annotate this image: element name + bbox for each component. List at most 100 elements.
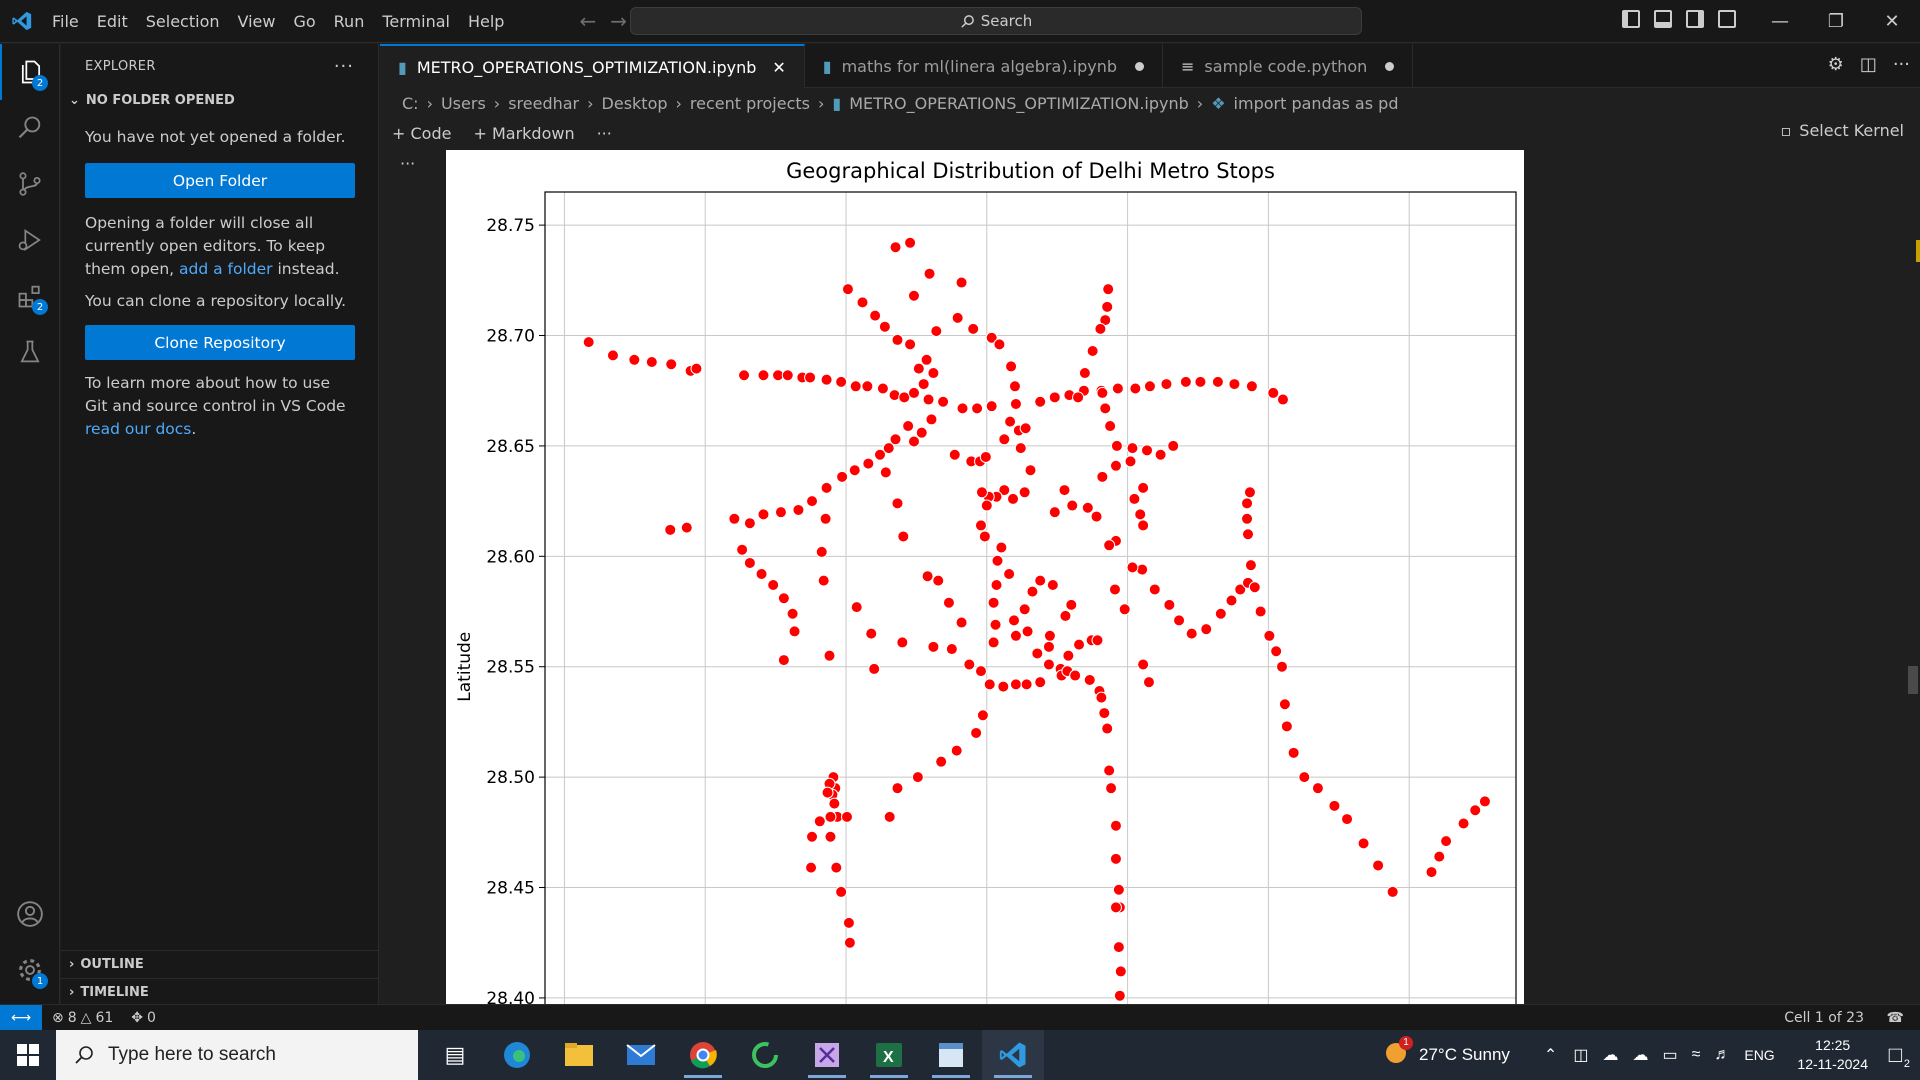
metro-stop-point bbox=[976, 709, 989, 722]
accounts-icon[interactable] bbox=[0, 886, 60, 942]
crumb-folder[interactable]: recent projects bbox=[689, 93, 810, 113]
back-arrow-icon[interactable]: ← bbox=[579, 9, 597, 33]
volume-icon[interactable]: ♬ bbox=[1714, 1046, 1731, 1063]
command-center-search[interactable]: Search bbox=[630, 7, 1362, 35]
menu-help[interactable]: Help bbox=[467, 11, 505, 31]
metro-stop-point bbox=[1009, 629, 1022, 642]
split-editor-icon[interactable]: ◫ bbox=[1859, 54, 1877, 75]
device-icon[interactable]: ◫ bbox=[1573, 1047, 1589, 1064]
cell-indicator[interactable]: Cell 1 of 23 bbox=[1784, 1009, 1864, 1026]
extensions-icon[interactable]: 2 bbox=[0, 268, 60, 324]
snipping-tool-icon[interactable] bbox=[796, 1030, 858, 1080]
manage-gear-icon[interactable]: 1 bbox=[0, 942, 60, 998]
close-tab-icon[interactable]: ✕ bbox=[772, 57, 786, 77]
tab-sample-code[interactable]: ≡ sample code.python bbox=[1163, 44, 1414, 88]
clock[interactable]: 12:25 12-11-2024 bbox=[1785, 1036, 1881, 1074]
menu-view[interactable]: View bbox=[237, 11, 276, 31]
notifications-bell-icon[interactable]: ☎ bbox=[1886, 1009, 1904, 1026]
search-view-icon[interactable] bbox=[0, 100, 60, 156]
crumb-drive[interactable]: C: bbox=[402, 93, 419, 113]
metro-stop-point bbox=[1099, 402, 1112, 415]
menu-terminal[interactable]: Terminal bbox=[382, 11, 450, 31]
timeline-section[interactable]: › TIMELINE bbox=[61, 978, 379, 1006]
select-kernel-button[interactable]: ▫ Select Kernel bbox=[1780, 121, 1904, 140]
crumb-file[interactable]: METRO_OPERATIONS_OPTIMIZATION.ipynb bbox=[849, 93, 1189, 113]
tab-maths-notebook[interactable]: ▮ maths for ml(linera algebra).ipynb bbox=[805, 44, 1164, 88]
vscode-taskbar-icon[interactable] bbox=[982, 1030, 1044, 1080]
taskbar-search-input[interactable]: Type here to search bbox=[56, 1030, 418, 1080]
wifi-icon[interactable]: ≈ bbox=[1691, 1046, 1701, 1063]
toolbar-more-icon[interactable]: ··· bbox=[596, 123, 612, 143]
toggle-secondary-sidebar-icon[interactable] bbox=[1686, 10, 1704, 28]
remote-indicator-icon[interactable]: ⟷ bbox=[0, 1004, 42, 1031]
metro-stop-point bbox=[1042, 640, 1055, 653]
chevron-up-icon[interactable]: ⌃ bbox=[1543, 1047, 1558, 1064]
clone-repository-button[interactable]: Clone Repository bbox=[85, 325, 355, 360]
read-docs-link[interactable]: read our docs bbox=[85, 420, 192, 438]
excel-icon[interactable]: X bbox=[858, 1030, 920, 1080]
cell-output-more-icon[interactable]: ··· bbox=[400, 154, 416, 173]
notification-center-icon[interactable]: □ 2 bbox=[1888, 1042, 1910, 1070]
testing-flask-icon[interactable] bbox=[0, 324, 60, 380]
metro-stop-point bbox=[974, 665, 987, 678]
add-markdown-cell-button[interactable]: + Markdown bbox=[473, 124, 574, 143]
explorer-sidebar: EXPLORER ··· ⌄ NO FOLDER OPENED You have… bbox=[61, 44, 379, 1004]
notepad-icon[interactable] bbox=[920, 1030, 982, 1080]
toggle-sidebar-icon[interactable] bbox=[1622, 10, 1640, 28]
battery-icon[interactable]: ▭ bbox=[1662, 1047, 1678, 1064]
unsaved-dot-icon[interactable] bbox=[1135, 61, 1145, 71]
edge-browser-icon[interactable] bbox=[486, 1030, 548, 1080]
refresh-app-icon[interactable] bbox=[734, 1030, 796, 1080]
crumb-users[interactable]: Users bbox=[440, 93, 486, 113]
run-debug-icon[interactable] bbox=[0, 212, 60, 268]
file-explorer-icon[interactable] bbox=[548, 1030, 610, 1080]
chevron-right-icon: › bbox=[493, 93, 501, 113]
source-control-icon[interactable] bbox=[0, 156, 60, 212]
metro-stop-point bbox=[907, 386, 920, 399]
toggle-panel-icon[interactable] bbox=[1654, 10, 1672, 28]
add-folder-link[interactable]: add a folder bbox=[179, 260, 273, 278]
add-code-cell-button[interactable]: + Code bbox=[392, 124, 451, 143]
menu-run[interactable]: Run bbox=[333, 11, 365, 31]
onedrive-icon[interactable]: ☁ bbox=[1632, 1047, 1649, 1064]
menu-go[interactable]: Go bbox=[293, 11, 316, 31]
chrome-icon[interactable] bbox=[672, 1030, 734, 1080]
crumb-cell[interactable]: import pandas as pd bbox=[1233, 93, 1399, 113]
weather-icon[interactable]: 1 bbox=[1383, 1035, 1413, 1071]
task-view-icon[interactable]: ▤ bbox=[444, 1042, 466, 1068]
metro-stop-point bbox=[1009, 678, 1022, 691]
tab-metro-notebook[interactable]: ▮ METRO_OPERATIONS_OPTIMIZATION.ipynb ✕ bbox=[380, 44, 805, 88]
outline-section[interactable]: › OUTLINE bbox=[61, 950, 379, 978]
ports-indicator[interactable]: ✥ 0 bbox=[131, 1010, 156, 1026]
crumb-user[interactable]: sreedhar bbox=[508, 93, 580, 113]
metro-stop-point bbox=[1228, 378, 1241, 391]
metro-stop-point bbox=[917, 378, 930, 391]
open-folder-button[interactable]: Open Folder bbox=[85, 163, 355, 198]
mail-icon[interactable] bbox=[610, 1030, 672, 1080]
menu-selection[interactable]: Selection bbox=[145, 11, 220, 31]
forward-arrow-icon[interactable]: → bbox=[610, 9, 627, 33]
settings-gear-icon[interactable]: ⚙ bbox=[1827, 54, 1844, 75]
problems-indicator[interactable]: ⊗ 8 △ 61 bbox=[52, 1010, 113, 1026]
menu-edit[interactable]: Edit bbox=[96, 11, 128, 31]
metro-stop-point bbox=[876, 382, 889, 395]
metro-stop-point bbox=[1200, 623, 1213, 636]
cloud-icon[interactable]: ☁ bbox=[1602, 1047, 1619, 1064]
scrollbar-thumb[interactable] bbox=[1908, 666, 1918, 694]
unsaved-dot-icon[interactable] bbox=[1385, 61, 1395, 71]
no-folder-section[interactable]: ⌄ NO FOLDER OPENED bbox=[61, 88, 378, 112]
more-actions-icon[interactable]: ··· bbox=[1892, 54, 1910, 75]
restore-icon[interactable]: ❐ bbox=[1827, 11, 1845, 32]
more-actions-icon[interactable]: ··· bbox=[333, 55, 354, 77]
close-window-icon[interactable]: ✕ bbox=[1884, 11, 1900, 32]
metro-stop-point bbox=[1043, 629, 1056, 642]
explorer-icon[interactable]: 2 bbox=[0, 44, 60, 100]
weather-text[interactable]: 27°C Sunny bbox=[1419, 1045, 1510, 1064]
customize-layout-icon[interactable] bbox=[1718, 10, 1736, 28]
minimize-icon[interactable]: — bbox=[1771, 11, 1789, 32]
language-indicator[interactable]: ENG bbox=[1744, 1047, 1775, 1063]
metro-stop-point bbox=[824, 830, 837, 843]
windows-start-icon[interactable] bbox=[0, 1030, 56, 1080]
menu-file[interactable]: File bbox=[52, 11, 79, 31]
crumb-desktop[interactable]: Desktop bbox=[601, 93, 668, 113]
